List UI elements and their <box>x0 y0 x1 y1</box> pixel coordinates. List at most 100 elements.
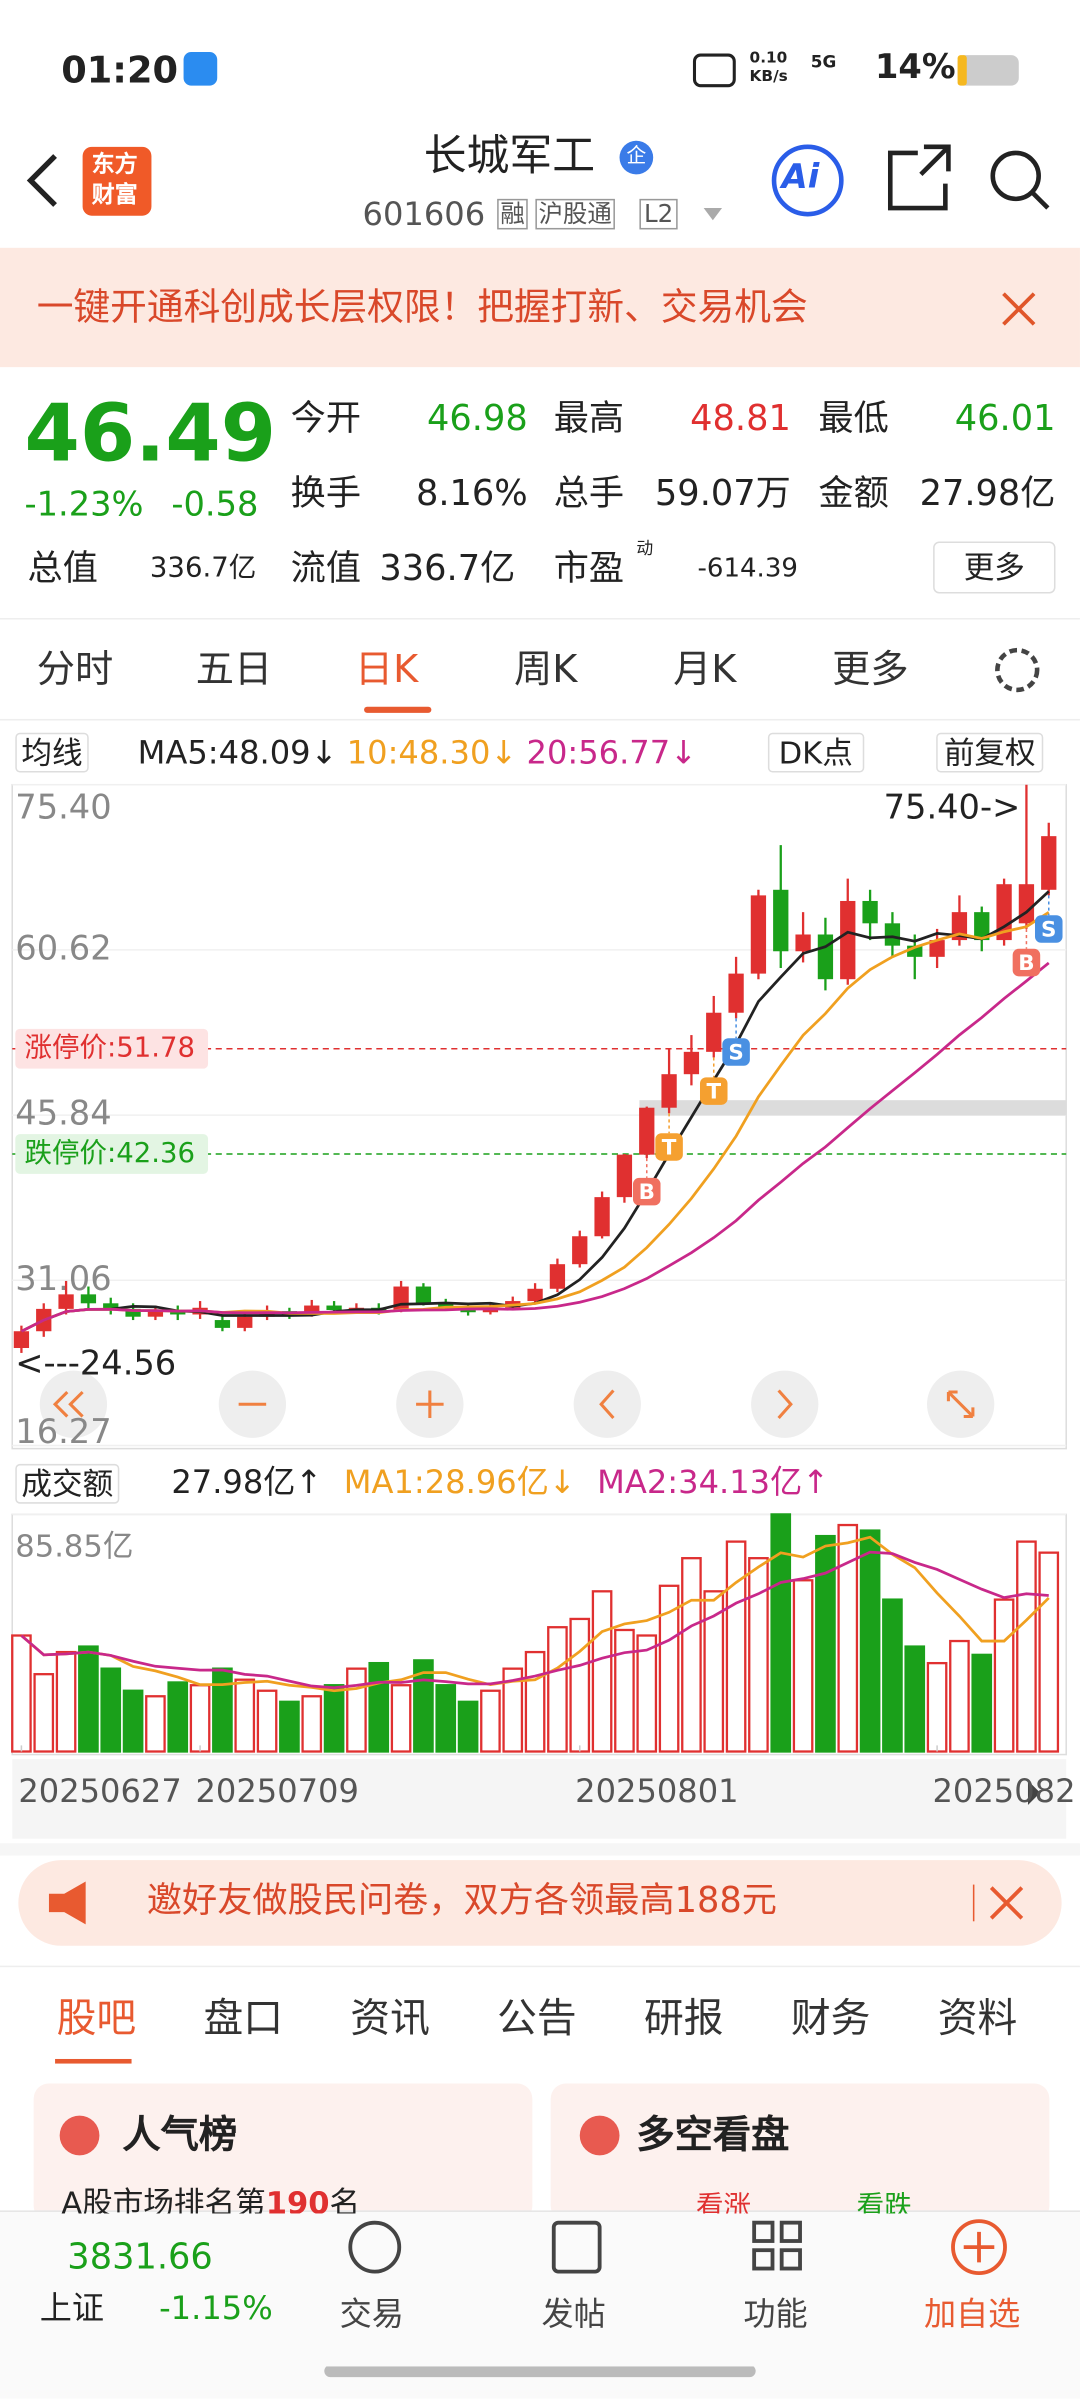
volume-arrow: ↑ <box>295 1463 323 1501</box>
section-tab[interactable]: 资料 <box>937 1996 1018 2043</box>
candle-body <box>13 1331 30 1349</box>
chart-buttons[interactable] <box>39 1370 995 1438</box>
candle-body <box>728 973 744 1013</box>
x-tick-label: 20250801 <box>575 1772 738 1810</box>
candle-body <box>884 923 901 946</box>
banner-close[interactable] <box>1002 292 1036 326</box>
candle-body <box>549 1264 566 1289</box>
index-change: -1.15% <box>159 2289 273 2327</box>
tab[interactable]: 五日 <box>195 647 273 692</box>
volume-bar <box>11 1634 32 1753</box>
battery <box>957 55 1019 86</box>
volume-bar <box>770 1513 792 1753</box>
ma-selector[interactable]: 均线 <box>15 732 89 773</box>
more-button[interactable]: 更多 <box>933 541 1056 594</box>
tag: 沪股通 <box>535 198 615 230</box>
field-value: 46.01 <box>954 399 1056 440</box>
tab-underline <box>55 2058 132 2064</box>
vol-ma-label: MA1:28.96亿 <box>343 1463 549 1501</box>
volume-bar <box>368 1661 390 1753</box>
card-bg[interactable] <box>550 2083 1050 2222</box>
scroll-arrow[interactable] <box>1027 1780 1041 1806</box>
section-tab[interactable]: 财务 <box>790 1996 871 2043</box>
adjust-button[interactable]: 前复权 <box>936 732 1044 773</box>
candle-body <box>103 1303 119 1309</box>
candle-body <box>58 1294 74 1309</box>
candle-body <box>572 1236 588 1265</box>
field-label: 最低 <box>818 399 889 440</box>
tab[interactable]: 日K <box>354 647 419 692</box>
nav-item[interactable]: 功能 <box>743 2296 808 2333</box>
candle-body <box>147 1311 164 1317</box>
card-bg[interactable] <box>33 2083 533 2222</box>
text: 名 <box>329 2184 361 2222</box>
field-value: 48.81 <box>690 399 791 440</box>
nav-item[interactable]: 交易 <box>339 2296 404 2333</box>
nav-item[interactable]: 加自选 <box>923 2296 1021 2333</box>
section-tab[interactable]: 资讯 <box>350 1996 430 2043</box>
dk-button[interactable]: DK点 <box>767 732 864 773</box>
marker <box>632 1177 661 1206</box>
banner-text[interactable]: 一键开通科创成长层权限！把握打新、交易机会 <box>36 286 808 329</box>
candle-body <box>594 1197 610 1237</box>
candle-body <box>773 889 789 952</box>
back-icon[interactable] <box>26 154 57 207</box>
x-tick-label: 2025082 <box>933 1772 1076 1810</box>
tab[interactable]: 周K <box>513 647 578 692</box>
candle-body <box>415 1286 432 1304</box>
stock-name: 长城军工 <box>423 130 596 181</box>
card-title[interactable]: 人气榜 <box>122 2112 238 2157</box>
limit-label: 跌停价:42.36 <box>24 1137 195 1169</box>
volume-selector[interactable]: 成交额 <box>15 1463 120 1504</box>
ma-line <box>20 911 1050 1333</box>
tab-underline <box>364 706 432 713</box>
promo-text[interactable]: 邀好友做股民问卷，双方各领最高188元 <box>146 1881 777 1922</box>
candle-body <box>214 1320 231 1328</box>
volume-bar <box>837 1523 859 1753</box>
change: -0.58 <box>171 486 259 525</box>
time: 01:20 <box>61 48 179 92</box>
ai-label[interactable]: Ai <box>781 159 820 198</box>
logo-bg <box>82 146 152 216</box>
ai-icon[interactable] <box>771 144 844 217</box>
tab[interactable]: 分时 <box>36 647 114 692</box>
candle-body <box>1018 884 1035 924</box>
section-tab[interactable]: 盘口 <box>203 1996 284 2043</box>
volume-value: 27.98亿 <box>171 1463 296 1501</box>
candle-body <box>170 1311 186 1315</box>
tab[interactable]: 更多 <box>832 647 909 692</box>
promo-bg[interactable] <box>18 1860 1062 1946</box>
marker-label: B <box>1018 951 1034 976</box>
section-tab[interactable]: 研报 <box>644 1996 724 2043</box>
volume-bar <box>457 1700 479 1753</box>
vol-ma-line <box>20 1535 1050 1693</box>
card-title[interactable]: 多空看盘 <box>636 2112 790 2157</box>
volume-bar <box>78 1645 99 1753</box>
net-speed: 0.10 <box>749 50 788 68</box>
logo: 东方 <box>91 149 138 178</box>
text: A股市场排名第 <box>61 2184 266 2222</box>
date-strip <box>12 1759 1067 1839</box>
tab[interactable]: 月K <box>673 647 737 692</box>
promo-close[interactable] <box>989 1886 1024 1920</box>
y-tick-label: 75.40 <box>15 788 111 827</box>
tag: L2 <box>639 198 678 230</box>
volume-bar <box>904 1645 926 1753</box>
limit-label-bg <box>15 1134 209 1174</box>
marker-label: T <box>706 1080 721 1105</box>
y-tick-label: 16.27 <box>15 1412 111 1451</box>
ma-label: MA5:48.09 <box>137 734 311 771</box>
volume-bar <box>949 1639 970 1753</box>
share-icon[interactable] <box>887 144 951 211</box>
nav-item[interactable]: 发帖 <box>541 2296 606 2333</box>
candle-body <box>527 1288 543 1302</box>
candle-body <box>393 1286 409 1312</box>
settings-icon[interactable] <box>995 647 1040 693</box>
section-tab[interactable]: 公告 <box>497 1996 577 2043</box>
section-tab[interactable]: 股吧 <box>56 1996 137 2043</box>
stock-code: 601606 <box>362 195 486 233</box>
field-value: 27.98亿 <box>919 474 1056 514</box>
search-icon[interactable] <box>990 150 1041 202</box>
volume-bar <box>435 1684 457 1753</box>
battery-level <box>957 55 967 86</box>
